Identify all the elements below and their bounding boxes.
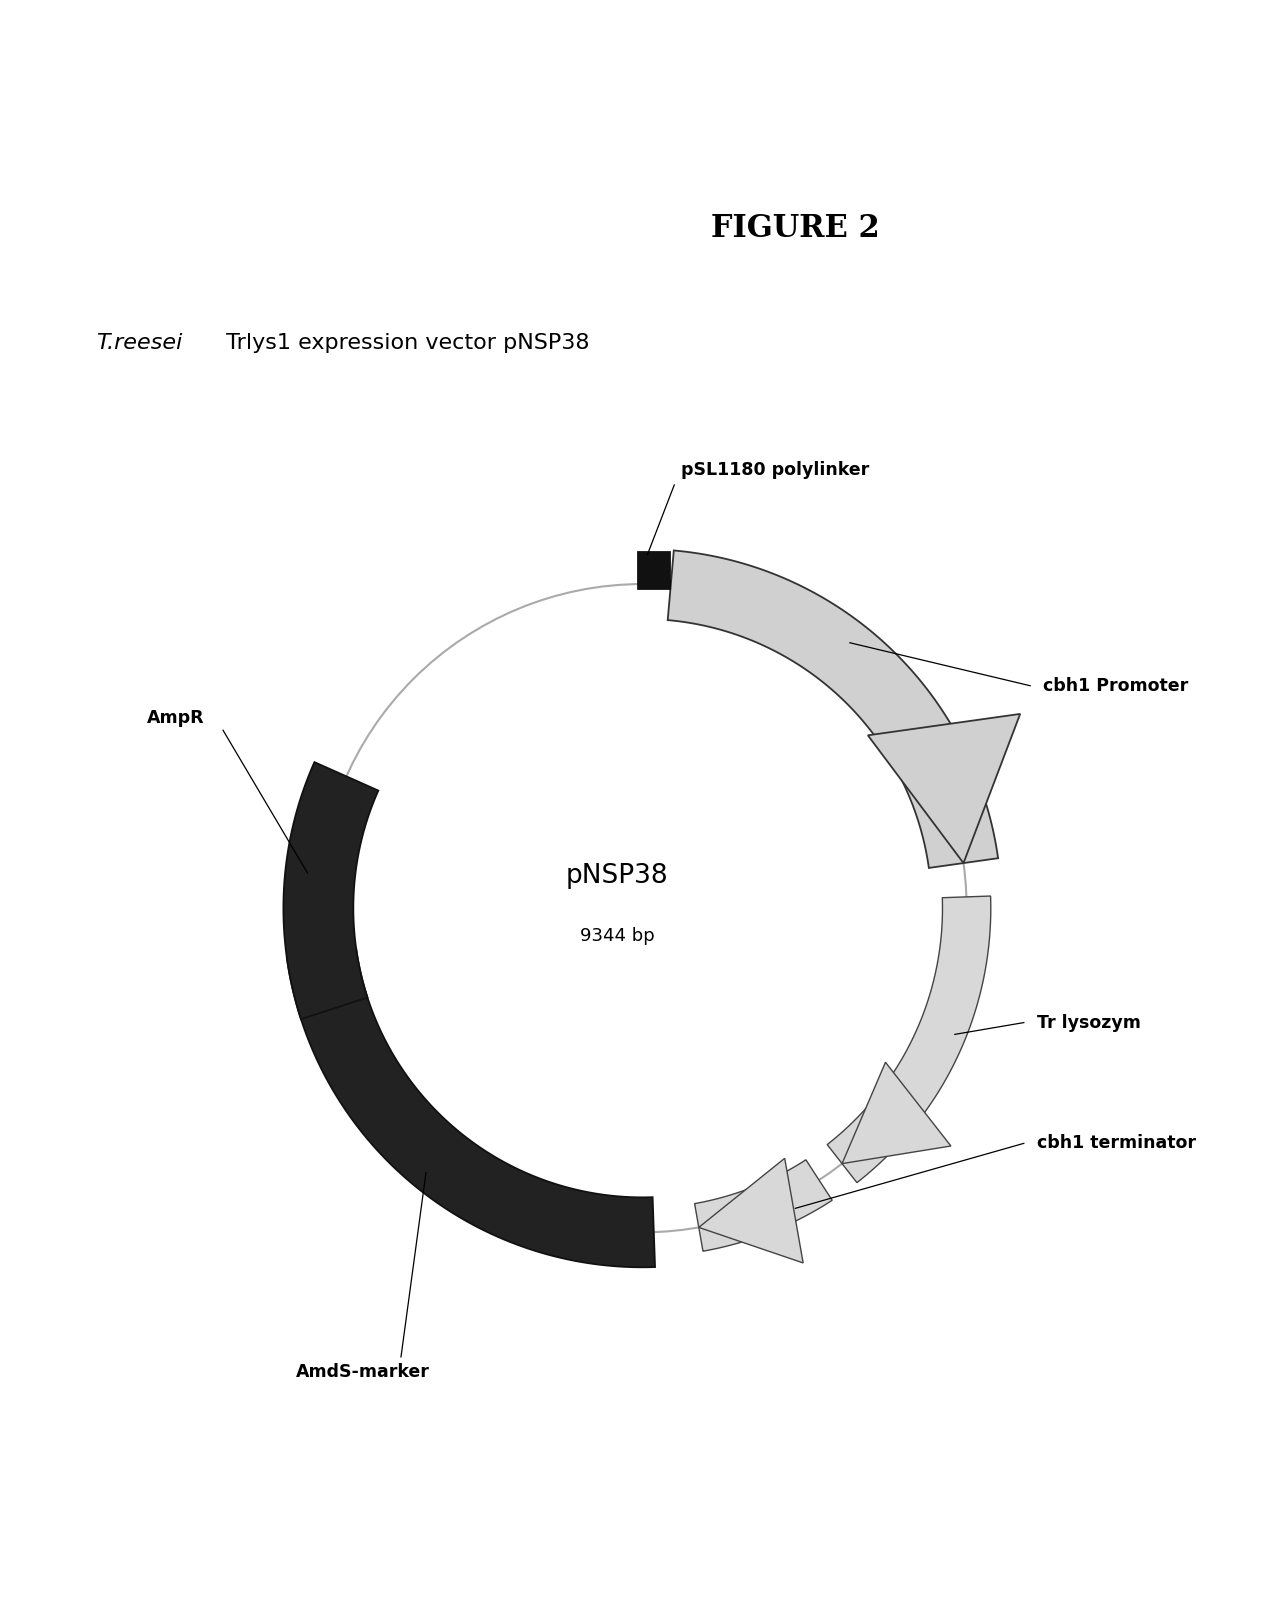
- Polygon shape: [699, 1158, 803, 1263]
- Text: Tr lysozym: Tr lysozym: [1037, 1013, 1140, 1032]
- Polygon shape: [637, 552, 671, 589]
- Text: FIGURE 2: FIGURE 2: [711, 213, 879, 244]
- Text: pSL1180 polylinker: pSL1180 polylinker: [681, 461, 869, 479]
- Text: cbh1 Promoter: cbh1 Promoter: [1043, 677, 1189, 695]
- Text: pNSP38: pNSP38: [565, 863, 668, 889]
- Polygon shape: [695, 1160, 833, 1252]
- Text: T.reesei: T.reesei: [96, 332, 182, 353]
- Polygon shape: [668, 550, 998, 868]
- Text: AmdS-marker: AmdS-marker: [296, 1363, 429, 1381]
- Polygon shape: [284, 761, 378, 1019]
- Polygon shape: [287, 948, 655, 1268]
- Polygon shape: [842, 1063, 951, 1163]
- Text: AmpR: AmpR: [146, 708, 204, 726]
- Text: 9344 bp: 9344 bp: [580, 927, 654, 945]
- Text: Trlys1 expression vector pNSP38: Trlys1 expression vector pNSP38: [220, 332, 590, 353]
- Text: cbh1 terminator: cbh1 terminator: [1037, 1134, 1195, 1152]
- Polygon shape: [828, 897, 991, 1182]
- Polygon shape: [867, 715, 1020, 863]
